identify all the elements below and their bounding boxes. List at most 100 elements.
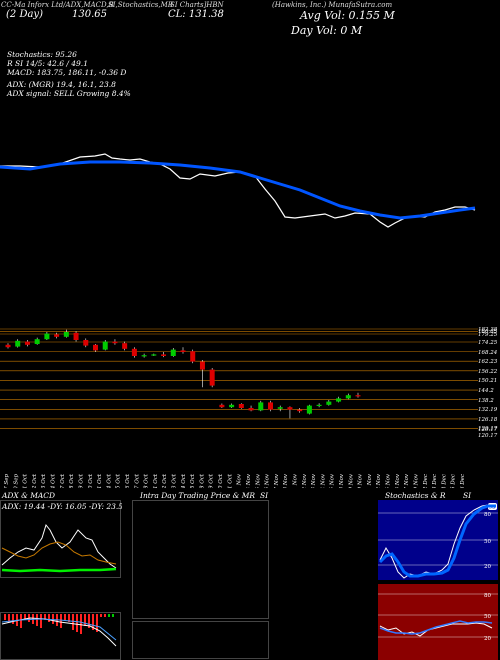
- date-axis-label: 17 Oct: [134, 473, 140, 488]
- date-axis-label: 05 Nov: [255, 473, 261, 488]
- date-axis-label: 25 Nov: [386, 473, 392, 488]
- date-axis-label: 22 Oct: [162, 473, 168, 488]
- rsi-level-20: 20: [484, 636, 491, 642]
- date-axis-label: 01 Oct: [23, 473, 29, 488]
- candle-up: [229, 404, 235, 408]
- rsi-white-line: [379, 622, 493, 637]
- price-axis-label: 150.21: [478, 378, 498, 385]
- macd-histogram-bar: [96, 614, 98, 632]
- adx-macd-panel: ADX: 19.44 -DY: 16.05 -DY: 23.5: [0, 500, 122, 660]
- date-axis-label: 21 Nov: [367, 473, 373, 488]
- candle-down: [122, 343, 128, 349]
- candle-down: [93, 344, 98, 351]
- candle-up: [277, 407, 283, 409]
- header-symbol: SI Charts]HBN: [170, 1, 224, 9]
- macd-histogram-bar: [88, 614, 90, 628]
- intraday-panel-title: Intra Day Trading Price & MR: [140, 491, 256, 500]
- macd-histogram-bar: [8, 614, 10, 622]
- date-axis-label: 22 Nov: [376, 473, 382, 488]
- macd-histogram-bar: [104, 614, 106, 617]
- stoch-d-line: [378, 504, 496, 578]
- candle-up: [316, 404, 322, 406]
- price-axis-label: 144.2: [478, 388, 494, 395]
- macd-histogram-bar: [112, 614, 114, 617]
- candle-down: [5, 344, 11, 348]
- date-axis-label: 25 Oct: [190, 473, 196, 488]
- date-axis-label: 30 Oct: [218, 473, 224, 488]
- candle-up: [15, 340, 21, 347]
- moving-average-line: [0, 160, 476, 220]
- adx-readout: ADX: (MGR) 19.4, 16.1, 23.8: [7, 80, 116, 89]
- candle-down: [161, 354, 167, 356]
- macd-histogram-bar: [12, 614, 14, 624]
- avg-volume: Avg Vol: 0.155 M: [300, 9, 395, 22]
- macd-histogram-bar: [108, 614, 110, 617]
- header-source: CC-Ma Inforx Ltd/ADX,MACD,B: [1, 1, 114, 9]
- candle-down: [199, 361, 205, 370]
- price-axis-label: 162.23: [478, 359, 498, 366]
- close-price: CL: 131.38: [168, 9, 224, 20]
- macd-histogram-bar: [44, 614, 46, 620]
- date-axis-label: 03 Dec: [432, 474, 438, 488]
- stoch-rsi-panel: 80 50 20 95 80 50 20: [378, 500, 498, 660]
- price-axis: 182.38 180.85 179.25 174.25 168.24 162.23 156.…: [478, 322, 500, 442]
- price-axis-label: 156.22: [478, 368, 498, 375]
- date-axis-label: 07 Oct: [60, 473, 66, 488]
- adx-values-text: ADX: 19.44 -DY: 16.05 -DY: 23.5: [1, 502, 122, 511]
- candle-down: [180, 350, 186, 352]
- candle-down: [131, 348, 137, 356]
- header-company: (Hawkins, Inc.) MunafaSutra.com: [272, 1, 393, 9]
- date-axis-label: 31 Oct: [227, 473, 233, 488]
- date-axis-label: 06 Dec: [460, 474, 466, 488]
- price-axis-label: 179.25: [478, 332, 498, 338]
- macd-histogram-bar: [92, 614, 94, 630]
- candle-up: [34, 339, 40, 344]
- candle-down: [24, 341, 30, 345]
- date-axis-label: 19 Nov: [348, 473, 354, 488]
- candle-up: [44, 333, 50, 340]
- candle-up: [258, 402, 264, 411]
- period-value: 130.65: [72, 9, 107, 20]
- macd-histogram-bar: [76, 614, 78, 632]
- adx-plus-line: [1, 523, 117, 569]
- date-axis-label: 26 Nov: [395, 473, 401, 488]
- date-axis-label: 11 Oct: [97, 473, 103, 488]
- macd-histogram-bar: [48, 614, 50, 622]
- candle-down: [219, 404, 225, 408]
- macd-histogram-bar: [72, 614, 74, 630]
- candle-up: [63, 332, 69, 337]
- macd-histogram-bar: [24, 614, 26, 620]
- date-axis-label: 14 Nov: [320, 473, 326, 488]
- candle-down: [248, 408, 254, 411]
- price-axis-label: 126.18: [478, 416, 498, 423]
- price-axis-label: 182.38: [478, 326, 498, 333]
- candle-down: [190, 351, 196, 362]
- stoch-level-50: 50: [484, 539, 491, 545]
- stoch-panel-si: SI: [463, 491, 472, 500]
- macd-signal-line: [1, 618, 117, 641]
- date-axis: 27 Sep 30 Sep 01 Oct 02 Oct 03 Oct 04 Oct 07 O…: [4, 473, 466, 488]
- adx-main-line: [1, 567, 117, 573]
- date-axis-label: 23 Oct: [172, 473, 178, 488]
- date-axis-label: 03 Oct: [41, 473, 47, 488]
- date-axis-label: 28 Oct: [199, 473, 205, 488]
- date-axis-label: 11 Nov: [292, 473, 298, 488]
- macd-readout: MACD: 183.75, 186.11, -0.36 D: [7, 68, 127, 77]
- date-axis-label: 21 Oct: [153, 473, 159, 488]
- candle-down: [209, 369, 215, 386]
- date-axis-label: 08 Nov: [283, 473, 289, 488]
- candle-up: [141, 355, 147, 357]
- stoch-panel-title: Stochastics & R: [385, 491, 446, 500]
- price-axis-label: 180.85: [478, 329, 498, 336]
- adx-panel-title: ADX & MACD: [2, 491, 56, 500]
- rsi-level-50: 50: [484, 614, 491, 620]
- stoch-level-20: 20: [484, 564, 491, 570]
- date-axis-label: 15 Nov: [330, 473, 336, 488]
- candle-up: [326, 401, 332, 405]
- date-axis-label: 06 Nov: [265, 473, 271, 488]
- date-axis-label: 27 Nov: [404, 473, 410, 488]
- macd-histogram-bar: [84, 614, 86, 626]
- day-volume: Day Vol: 0 M: [291, 24, 363, 37]
- date-axis-label: 15 Oct: [116, 473, 122, 488]
- candlestick-chart: [0, 328, 478, 429]
